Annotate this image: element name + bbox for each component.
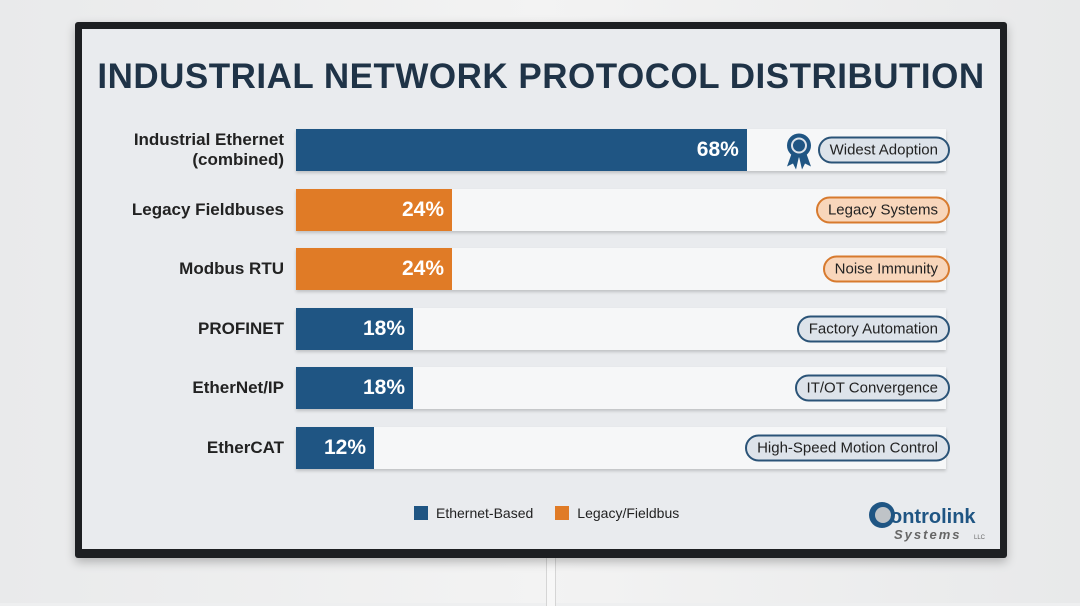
- bar-track: 24% Noise Immunity: [296, 248, 950, 290]
- bar-row: Modbus RTU 24% Noise Immunity: [82, 247, 1000, 291]
- svg-text:LLC: LLC: [974, 535, 986, 541]
- bar-row: Legacy Fieldbuses 24% Legacy Systems: [82, 188, 1000, 232]
- annotation-text: Factory Automation: [808, 320, 938, 338]
- category-label: Legacy Fieldbuses: [84, 200, 284, 220]
- bar: 68%: [296, 129, 747, 171]
- legend-swatch: [555, 506, 570, 520]
- annotation-pill: IT/OT Convergence: [794, 374, 950, 402]
- bar-track: 24% Legacy Systems: [296, 189, 950, 231]
- bar-row: PROFINET 18% Factory Automation: [82, 307, 1000, 351]
- legend-label: Legacy/Fieldbus: [577, 505, 680, 521]
- bar-track: 18% IT/OT Convergence: [296, 367, 950, 409]
- bar-row: EtherCAT 12% High-Speed Motion Control: [82, 426, 1000, 470]
- bar-track: 12% High-Speed Motion Control: [296, 427, 950, 469]
- category-label: Industrial Ethernet (combined): [84, 130, 284, 170]
- annotation-pill: Widest Adoption: [786, 133, 950, 170]
- tv-cable: [546, 556, 556, 606]
- chart-title: INDUSTRIAL NETWORK PROTOCOL DISTRIBUTION: [97, 57, 985, 96]
- svg-text:ontrolink: ontrolink: [890, 506, 976, 528]
- annotation-pill: Noise Immunity: [822, 255, 950, 283]
- bar-track: 18% Factory Automation: [296, 308, 950, 350]
- bar: 24%: [296, 189, 452, 231]
- legend-label: Ethernet-Based: [436, 505, 534, 521]
- value-label: 24%: [401, 198, 444, 221]
- category-label: Modbus RTU: [84, 259, 284, 279]
- svg-text:Systems: Systems: [894, 527, 961, 542]
- legend-item-legacy: Legacy/Fieldbus: [555, 505, 679, 521]
- annotation-text: High-Speed Motion Control: [757, 439, 938, 457]
- chart-screen: INDUSTRIAL NETWORK PROTOCOL DISTRIBUTION…: [82, 29, 1000, 549]
- category-label-line: Modbus RTU: [179, 259, 284, 278]
- annotation-text: Widest Adoption: [829, 141, 938, 159]
- category-label-line: (combined): [192, 150, 284, 169]
- annotation-text: Noise Immunity: [834, 260, 938, 278]
- category-label-line: Legacy Fieldbuses: [131, 200, 284, 219]
- category-label-line: PROFINET: [198, 319, 284, 338]
- legend-swatch: [414, 506, 428, 520]
- legend-item-ethernet: Ethernet-Based: [414, 505, 533, 521]
- annotation-pill: Legacy Systems: [815, 196, 950, 224]
- category-label: EtherNet/IP: [84, 378, 284, 398]
- bar: 24%: [296, 248, 452, 290]
- category-label-line: EtherNet/IP: [192, 378, 284, 397]
- category-label: PROFINET: [84, 319, 284, 339]
- bar: 18%: [296, 367, 413, 409]
- value-label: 12%: [323, 436, 366, 459]
- annotation-pill: High-Speed Motion Control: [745, 434, 950, 462]
- value-label: 68%: [696, 138, 739, 161]
- annotation-pill: Factory Automation: [796, 315, 950, 343]
- legend: Ethernet-Based Legacy/Fieldbus: [414, 505, 679, 521]
- tv-frame: INDUSTRIAL NETWORK PROTOCOL DISTRIBUTION…: [75, 22, 1007, 558]
- category-label-line: EtherCAT: [206, 438, 284, 457]
- bar: 12%: [296, 427, 374, 469]
- value-label: 24%: [401, 257, 444, 280]
- category-label: EtherCAT: [84, 438, 284, 458]
- annotation-text: IT/OT Convergence: [806, 379, 938, 397]
- controlink-logo: ontrolink Systems LLC: [869, 502, 986, 542]
- award-ribbon-icon: [786, 133, 811, 170]
- category-label-line: Industrial Ethernet: [133, 130, 284, 149]
- value-label: 18%: [362, 317, 405, 340]
- bar-row: EtherNet/IP 18% IT/OT Convergence: [82, 366, 1000, 410]
- bar-row: Industrial Ethernet (combined) 68% Widest…: [82, 128, 1000, 172]
- annotation-text: Legacy Systems: [827, 201, 938, 219]
- value-label: 18%: [362, 376, 405, 399]
- bar: 18%: [296, 308, 413, 350]
- bar-track: 68% Widest Adoption: [296, 129, 950, 171]
